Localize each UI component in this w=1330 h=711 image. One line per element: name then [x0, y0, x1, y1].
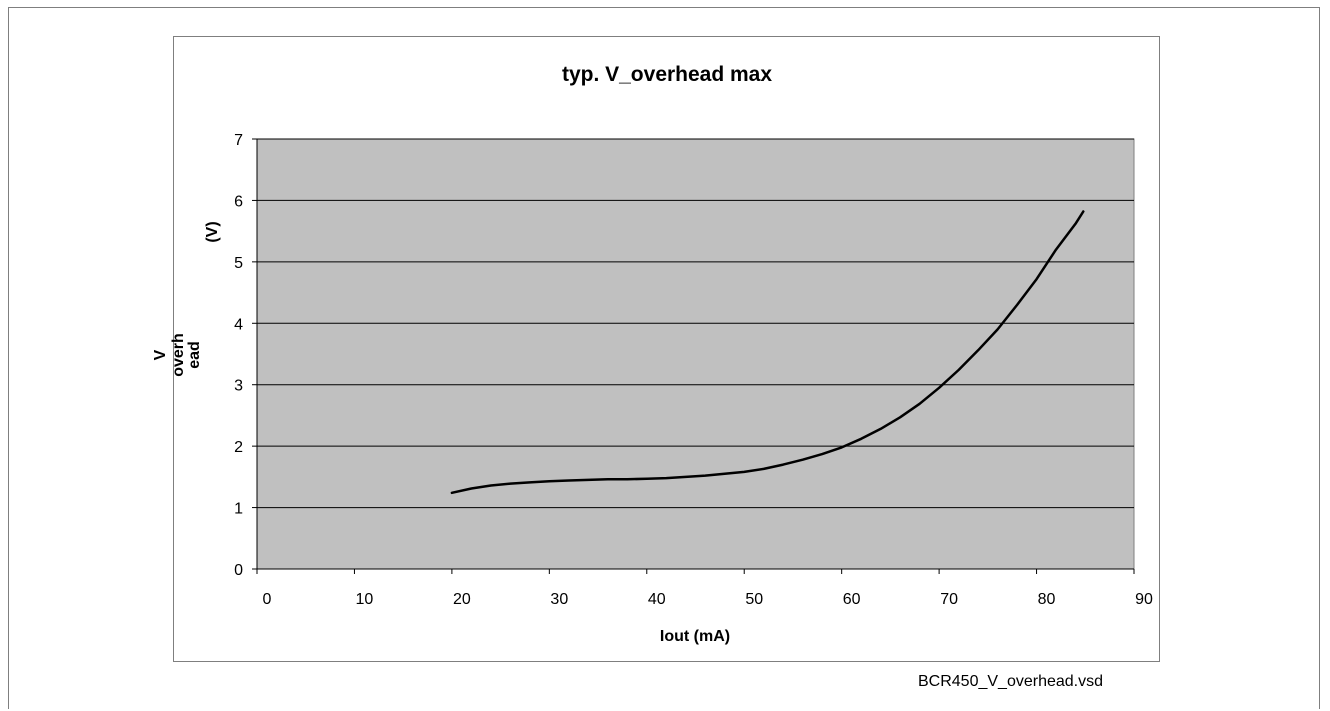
- y-axis-label-part-1: V: [152, 349, 169, 360]
- x-tick-label-40: 40: [648, 591, 666, 608]
- file-name-label: BCR450_V_overhead.vsd: [918, 673, 1104, 690]
- x-tick-label-80: 80: [1038, 591, 1056, 608]
- y-tick-labels: 0 1 2 3 4 5 6 7: [234, 132, 243, 579]
- outer-frame: [8, 7, 1320, 709]
- y-tick-label-6: 6: [234, 193, 243, 210]
- y-tick-label-4: 4: [234, 316, 243, 333]
- y-tick-label-5: 5: [234, 255, 243, 272]
- x-tick-labels: 0 10 20 30 40 50 60 70 80 90: [263, 591, 1153, 608]
- series-line: [450, 210, 1085, 495]
- x-tick-label-0: 0: [263, 591, 272, 608]
- axes: [252, 138, 1135, 574]
- x-tick-label-60: 60: [843, 591, 861, 608]
- x-tick-label-10: 10: [356, 591, 374, 608]
- chart-title: typ. V_overhead max: [562, 63, 772, 86]
- y-tick-label-2: 2: [234, 439, 243, 456]
- plot-area: [256, 138, 1135, 570]
- grid-lines: [257, 138, 1134, 509]
- x-tick-label-30: 30: [550, 591, 568, 608]
- y-axis-label-part-3: ead: [186, 341, 203, 369]
- x-axis-label: Iout (mA): [660, 628, 730, 645]
- y-tick-label-1: 1: [234, 501, 243, 518]
- y-tick-label-3: 3: [234, 378, 243, 395]
- y-axis-label-part-4: (V): [204, 221, 221, 242]
- x-tick-label-20: 20: [453, 591, 471, 608]
- y-tick-label-0: 0: [234, 562, 243, 579]
- x-tick-label-70: 70: [940, 591, 958, 608]
- y-tick-label-7: 7: [234, 132, 243, 149]
- x-tick-label-90: 90: [1135, 591, 1153, 608]
- x-tick-label-50: 50: [745, 591, 763, 608]
- y-axis-label-part-2: overh: [170, 333, 187, 377]
